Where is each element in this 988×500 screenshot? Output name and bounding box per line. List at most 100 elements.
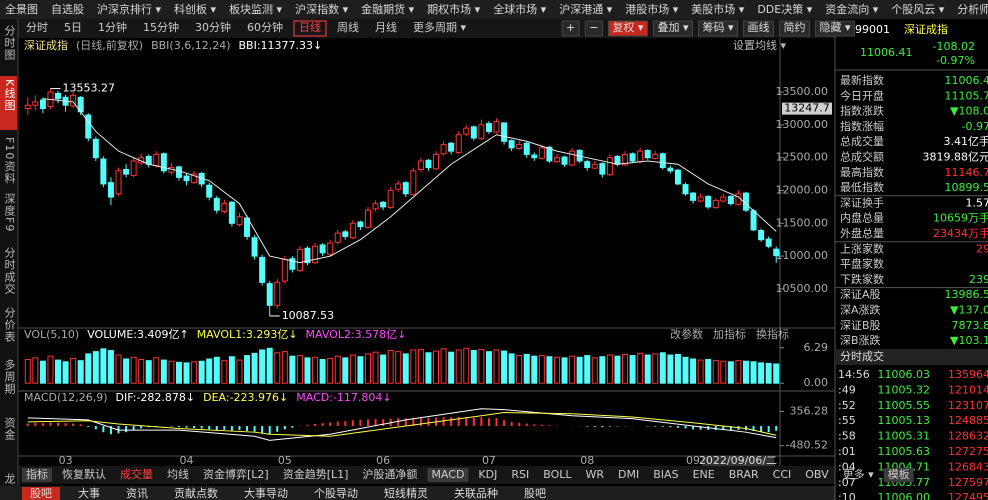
x-tick-label: 05 (278, 454, 292, 467)
sidebar-tab[interactable] (0, 304, 17, 350)
indicator-tab[interactable]: RSI (511, 468, 529, 481)
indicator-tab[interactable]: KDJ (478, 468, 497, 481)
tool-button[interactable]: 筹码 ▾ (703, 20, 734, 34)
sidebar-label[interactable]: 龙 (3, 473, 16, 485)
panel-action[interactable]: 改参数 (670, 327, 703, 341)
bottom-tab[interactable]: 股吧 (30, 487, 52, 500)
menu-item[interactable]: DDE决策 ▾ (757, 2, 812, 16)
indicator-tab[interactable]: OBV (805, 468, 829, 481)
sidebar-tab[interactable] (0, 134, 17, 186)
menu-item[interactable]: 板块监测 ▾ (229, 2, 282, 16)
menu-item[interactable]: 分析师指数 (957, 2, 988, 16)
indicator-tab[interactable]: BIAS (653, 468, 678, 481)
quote-row-value: 239 (969, 273, 988, 286)
period-button[interactable]: 30分钟 (195, 20, 231, 34)
tool-button[interactable]: 简约 (784, 20, 806, 34)
period-button[interactable]: 60分钟 (247, 20, 283, 34)
menu-item[interactable]: 沪深指数 ▾ (295, 2, 348, 16)
bottom-tab[interactable]: 个股导动 (314, 487, 358, 500)
menu-item[interactable]: 个股风云 ▾ (891, 3, 944, 16)
volume-bar (47, 355, 54, 384)
indicator-tab[interactable]: 成交量 (120, 467, 153, 481)
period-button[interactable]: 周线 (337, 20, 359, 34)
settings-button[interactable]: 设置均线 ▾ (733, 38, 786, 52)
menu-item[interactable]: 沪深京排行 ▾ (97, 2, 161, 16)
sidebar-label[interactable]: 资金 (3, 417, 16, 441)
indicator-tab[interactable]: BRAR (729, 468, 759, 481)
panel-action[interactable]: 加指标 (713, 327, 746, 341)
indicator-tab[interactable]: 恢复默认 (62, 467, 106, 481)
candle-body (773, 248, 780, 257)
volume-bar (145, 360, 152, 384)
bottom-tab[interactable]: 资讯 (126, 487, 148, 500)
indicator-tab[interactable]: 资金博弈[L2] (203, 467, 269, 481)
period-button[interactable]: 15分钟 (143, 20, 179, 34)
sidebar-label[interactable]: K线图 (3, 79, 16, 111)
menu-item[interactable]: 美股市场 ▾ (691, 2, 744, 16)
indicator-tab[interactable]: 指标 (26, 467, 48, 481)
panel-label: MAVOL2:3.578亿↓ (306, 328, 407, 341)
indicator-tab[interactable]: MACD (431, 468, 464, 481)
indicator-tab[interactable]: BOLL (543, 468, 572, 481)
menu-item[interactable]: 金融期货 ▾ (361, 2, 414, 16)
tool-button[interactable]: 复权 ▾ (612, 20, 643, 34)
period-button[interactable]: 1分钟 (98, 20, 127, 34)
period-button[interactable]: 分时 (26, 21, 48, 34)
sidebar-tab[interactable] (0, 76, 17, 130)
tool-button[interactable]: 画线 (748, 20, 770, 34)
y-tick-label: 12000.00 (776, 184, 829, 197)
sidebar-label[interactable]: 多周期 (3, 358, 16, 395)
bottom-tab[interactable]: 贡献点数 (174, 486, 218, 500)
menu-item[interactable]: 科创板 ▾ (174, 2, 216, 16)
period-button[interactable]: 月线 (375, 20, 397, 34)
period-button[interactable]: 日线 (299, 20, 321, 34)
menu-item[interactable]: 全景图 (5, 2, 38, 16)
period-button[interactable]: 更多周期 ▾ (413, 20, 466, 34)
menu-item[interactable]: 沪深港通 ▾ (559, 2, 612, 16)
menu-item[interactable]: 全球市场 ▾ (493, 2, 546, 16)
bottom-tab[interactable]: 短线精灵 (384, 486, 428, 500)
indicator-tab[interactable]: CCI (773, 468, 792, 481)
indicator-tab[interactable]: 模板 (888, 467, 910, 481)
panel-action[interactable]: 换指标 (756, 327, 789, 341)
menu-item[interactable]: 资金流向 ▾ (825, 2, 878, 16)
indicator-tab[interactable]: 沪股通净额 (362, 467, 417, 481)
candle-body (637, 150, 644, 163)
sidebar-label[interactable]: 深度F9 (3, 193, 16, 233)
tool-button[interactable]: 隐藏 ▾ (820, 21, 851, 34)
menu-item[interactable]: 自选股 (51, 3, 84, 16)
indicator-tab[interactable]: 均线 (167, 467, 189, 481)
candle-body (364, 209, 371, 228)
sidebar-tab[interactable] (0, 414, 17, 460)
tool-button[interactable]: 叠加 ▾ (657, 21, 688, 34)
sidebar-tab[interactable] (0, 190, 17, 240)
bottom-tab[interactable]: 大事 (78, 486, 100, 500)
sidebar-label[interactable]: 分时图 (3, 25, 16, 61)
sidebar-tab[interactable] (0, 22, 17, 72)
sidebar-label[interactable]: 分时成交 (3, 247, 16, 295)
ticks-header-bg (835, 349, 988, 365)
indicator-tab[interactable]: WR (586, 468, 605, 481)
indicator-tab[interactable]: 资金趋势[L1] (283, 467, 349, 481)
indicator-tab[interactable]: DMI (618, 468, 639, 481)
volume-bar (417, 348, 424, 384)
sidebar-label[interactable]: 分价表 (3, 307, 16, 343)
bottom-tab[interactable]: 股吧 (524, 487, 546, 500)
sidebar-tab[interactable] (0, 356, 17, 406)
sidebar-tab[interactable] (0, 470, 17, 484)
tool-button[interactable]: + (566, 21, 575, 34)
tool-button[interactable]: − (589, 21, 598, 34)
sidebar-tab[interactable] (0, 244, 17, 300)
candle-body (228, 201, 235, 224)
bottom-tab[interactable]: 关联品种 (454, 486, 498, 500)
indicator-tab[interactable]: ENE (693, 468, 715, 481)
menu-item[interactable]: 期权市场 ▾ (427, 2, 480, 16)
sidebar-label[interactable]: F10资料 (3, 137, 16, 184)
indicator-tab[interactable]: 更多 ▾ (843, 467, 874, 481)
menu-item[interactable]: 港股市场 ▾ (625, 2, 678, 16)
volume-bar (493, 349, 500, 384)
bottom-tab[interactable]: 大事导动 (244, 486, 288, 500)
candle-body (440, 144, 447, 155)
period-button[interactable]: 5日 (64, 21, 82, 34)
volume-bar (606, 354, 613, 384)
